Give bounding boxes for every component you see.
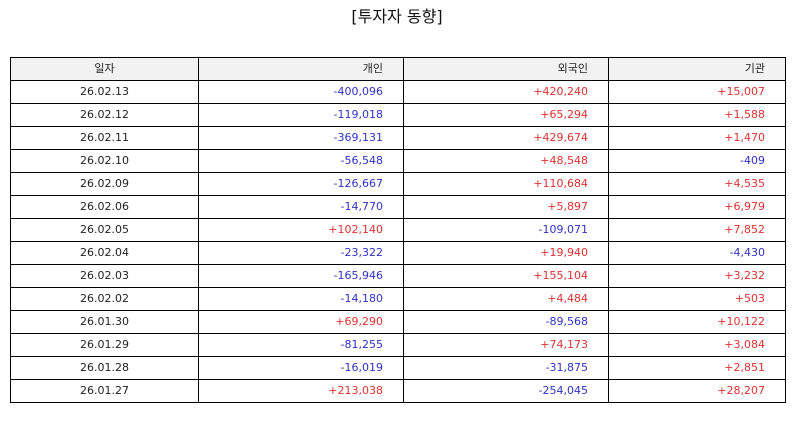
table-row: 26.02.03 -165,946 +155,104 +3,232 (10, 264, 786, 288)
page-title: [투자자 동향] (351, 7, 443, 26)
cell-individual: -400,096 (198, 80, 404, 104)
cell-date: 26.02.06 (10, 195, 199, 219)
cell-date: 26.02.02 (10, 287, 199, 311)
table-row: 26.02.10 -56,548 +48,548 -409 (10, 149, 786, 173)
cell-institution: +3,084 (608, 333, 786, 357)
cell-institution: -4,430 (608, 241, 786, 265)
cell-date: 26.02.10 (10, 149, 199, 173)
table-row: 26.02.02 -14,180 +4,484 +503 (10, 287, 786, 311)
cell-date: 26.01.30 (10, 310, 199, 334)
cell-institution: +10,122 (608, 310, 786, 334)
cell-institution: +15,007 (608, 80, 786, 104)
cell-foreign: -109,071 (403, 218, 609, 242)
header-foreign: 외국인 (403, 57, 609, 81)
cell-individual: +213,038 (198, 379, 404, 403)
table-row: 26.02.04 -23,322 +19,940 -4,430 (10, 241, 786, 265)
table-row: 26.02.11 -369,131 +429,674 +1,470 (10, 126, 786, 150)
cell-foreign: +65,294 (403, 103, 609, 127)
cell-date: 26.01.29 (10, 333, 199, 357)
table-row: 26.01.30 +69,290 -89,568 +10,122 (10, 310, 786, 334)
table-row: 26.01.28 -16,019 -31,875 +2,851 (10, 356, 786, 380)
cell-individual: -81,255 (198, 333, 404, 357)
cell-date: 26.02.09 (10, 172, 199, 196)
header-date: 일자 (10, 57, 199, 81)
cell-date: 26.01.27 (10, 379, 199, 403)
header-individual: 개인 (198, 57, 404, 81)
cell-foreign: +155,104 (403, 264, 609, 288)
cell-individual: -126,667 (198, 172, 404, 196)
cell-foreign: +420,240 (403, 80, 609, 104)
investor-trend-table: 일자 개인 외국인 기관 26.02.13 -400,096 +420,240 +15… (10, 57, 786, 403)
cell-individual: -119,018 (198, 103, 404, 127)
cell-date: 26.02.11 (10, 126, 199, 150)
cell-foreign: +48,548 (403, 149, 609, 173)
cell-individual: -165,946 (198, 264, 404, 288)
cell-individual: -14,180 (198, 287, 404, 311)
cell-institution: +1,470 (608, 126, 786, 150)
table-row: 26.01.27 +213,038 -254,045 +28,207 (10, 379, 786, 403)
cell-institution: +6,979 (608, 195, 786, 219)
cell-individual: +102,140 (198, 218, 404, 242)
cell-institution: +1,588 (608, 103, 786, 127)
cell-date: 26.02.03 (10, 264, 199, 288)
cell-foreign: +5,897 (403, 195, 609, 219)
cell-date: 26.02.12 (10, 103, 199, 127)
cell-institution: -409 (608, 149, 786, 173)
cell-foreign: +110,684 (403, 172, 609, 196)
table-body: 26.02.13 -400,096 +420,240 +15,007 26.02.12-… (10, 80, 786, 403)
cell-date: 26.02.04 (10, 241, 199, 265)
cell-foreign: +19,940 (403, 241, 609, 265)
cell-individual: +69,290 (198, 310, 404, 334)
table-header-row: 일자 개인 외국인 기관 (10, 57, 786, 81)
cell-date: 26.02.05 (10, 218, 199, 242)
cell-institution: +503 (608, 287, 786, 311)
table-row: 26.01.29 -81,255 +74,173 +3,084 (10, 333, 786, 357)
cell-foreign: +429,674 (403, 126, 609, 150)
cell-individual: -56,548 (198, 149, 404, 173)
cell-institution: +2,851 (608, 356, 786, 380)
cell-individual: -23,322 (198, 241, 404, 265)
cell-institution: +3,232 (608, 264, 786, 288)
cell-individual: -14,770 (198, 195, 404, 219)
cell-foreign: -254,045 (403, 379, 609, 403)
cell-date: 26.01.28 (10, 356, 199, 380)
cell-institution: +28,207 (608, 379, 786, 403)
cell-foreign: -89,568 (403, 310, 609, 334)
cell-individual: -16,019 (198, 356, 404, 380)
table-row: 26.02.13 -400,096 +420,240 +15,007 (10, 80, 786, 104)
table-row: 26.02.12 -119,018 +65,294 +1,588 (10, 103, 786, 127)
cell-individual: -369,131 (198, 126, 404, 150)
cell-foreign: -31,875 (403, 356, 609, 380)
cell-institution: +7,852 (608, 218, 786, 242)
cell-date: 26.02.13 (10, 80, 199, 104)
table-row: 26.02.06 -14,770 +5,897 +6,979 (10, 195, 786, 219)
cell-foreign: +74,173 (403, 333, 609, 357)
cell-foreign: +4,484 (403, 287, 609, 311)
table-row: 26.02.05 +102,140 -109,071 +7,852 (10, 218, 786, 242)
cell-institution: +4,535 (608, 172, 786, 196)
header-institution: 기관 (608, 57, 786, 81)
table-row: 26.02.09 -126,667 +110,684 +4,535 (10, 172, 786, 196)
